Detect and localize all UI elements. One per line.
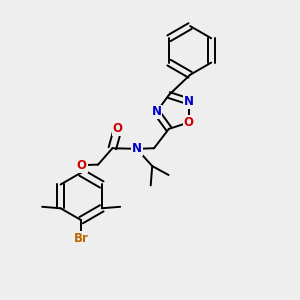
Text: N: N — [184, 95, 194, 108]
Text: Br: Br — [74, 232, 88, 245]
Text: O: O — [77, 159, 87, 172]
Text: O: O — [113, 122, 123, 135]
Text: N: N — [132, 142, 142, 155]
Text: O: O — [184, 116, 194, 129]
Text: N: N — [152, 106, 161, 118]
